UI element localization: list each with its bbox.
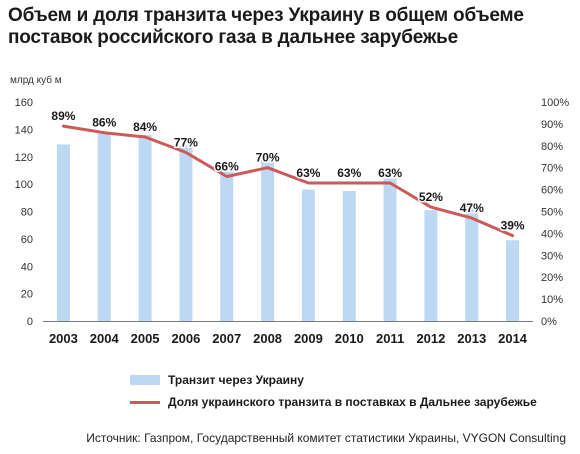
source-note: Источник: Газпром, Государственный комит… xyxy=(86,431,566,445)
y-tick-label: 80 xyxy=(21,207,33,219)
bar-2011 xyxy=(383,178,397,321)
x-tick-label: 2006 xyxy=(171,331,200,346)
bar-2013 xyxy=(465,206,479,321)
x-tick-label: 2011 xyxy=(376,331,404,346)
x-tick-label: 2012 xyxy=(416,331,445,346)
y-tick-label: 20 xyxy=(21,289,33,301)
share-line xyxy=(61,124,515,238)
y2-tick-label: 40% xyxy=(541,228,563,240)
y2-tick-label: 90% xyxy=(541,119,563,131)
x-tick-label: 2005 xyxy=(131,331,160,346)
x-tick-label: 2003 xyxy=(49,331,78,346)
x-tick-label: 2009 xyxy=(294,331,323,346)
y-tick-label: 140 xyxy=(15,124,33,136)
y2-tick-label: 100% xyxy=(541,97,569,109)
share-data-label: 77% xyxy=(174,135,198,149)
bar-2014 xyxy=(506,240,520,321)
legend-swatch-line xyxy=(130,400,160,404)
bar-2009 xyxy=(301,189,315,321)
bar-2006 xyxy=(179,145,193,321)
bar-2008 xyxy=(261,158,275,321)
y2-tick-label: 20% xyxy=(541,272,563,284)
x-tick-label: 2010 xyxy=(335,331,364,346)
legend-swatch-bars xyxy=(130,375,160,385)
x-tick-label: 2013 xyxy=(457,331,486,346)
y-tick-label: 60 xyxy=(21,234,33,246)
y-tick-label: 100 xyxy=(15,179,33,191)
y2-tick-label: 50% xyxy=(541,207,563,219)
y-axis-unit-label: млрд куб м xyxy=(10,75,62,86)
legend-label-line: Доля украинского транзита в поставках в … xyxy=(168,395,537,409)
share-data-label: 84% xyxy=(133,120,157,134)
legend-item-bars: Транзит через Украину xyxy=(130,373,304,387)
x-tick-label: 2007 xyxy=(212,331,241,346)
bar-2007 xyxy=(220,163,234,321)
share-data-label: 39% xyxy=(501,219,525,233)
share-data-label: 66% xyxy=(215,159,239,173)
legend-label-bars: Транзит через Украину xyxy=(168,373,304,387)
bar-2010 xyxy=(342,190,356,321)
y2-tick-label: 60% xyxy=(541,185,563,197)
bar-2004 xyxy=(97,133,111,321)
share-data-label: 86% xyxy=(92,116,116,130)
bar-2005 xyxy=(138,134,152,321)
share-data-label: 47% xyxy=(460,201,484,215)
y2-tick-label: 10% xyxy=(541,294,563,306)
y2-tick-label: 0% xyxy=(541,316,557,328)
y2-tick-label: 30% xyxy=(541,250,563,262)
share-data-label: 63% xyxy=(337,166,361,180)
y-tick-label: 0 xyxy=(27,316,33,328)
x-tick-label: 2004 xyxy=(90,331,120,346)
share-data-label: 70% xyxy=(256,151,280,165)
y-tick-label: 160 xyxy=(15,97,33,109)
bar-2012 xyxy=(424,210,438,321)
share-data-label: 52% xyxy=(419,190,443,204)
chart-title: Объем и доля транзита через Украину в об… xyxy=(8,5,524,48)
y2-tick-label: 80% xyxy=(541,141,563,153)
share-data-label: 89% xyxy=(51,109,75,123)
legend-item-line: Доля украинского транзита в поставках в … xyxy=(130,395,537,409)
share-data-label: 63% xyxy=(378,166,402,180)
share-data-label: 63% xyxy=(296,166,320,180)
x-tick-label: 2008 xyxy=(253,331,282,346)
bar-2003 xyxy=(56,144,70,321)
x-tick-label: 2014 xyxy=(498,331,528,346)
y-tick-label: 120 xyxy=(15,152,33,164)
y2-tick-label: 70% xyxy=(541,163,563,175)
y-tick-label: 40 xyxy=(21,261,33,273)
